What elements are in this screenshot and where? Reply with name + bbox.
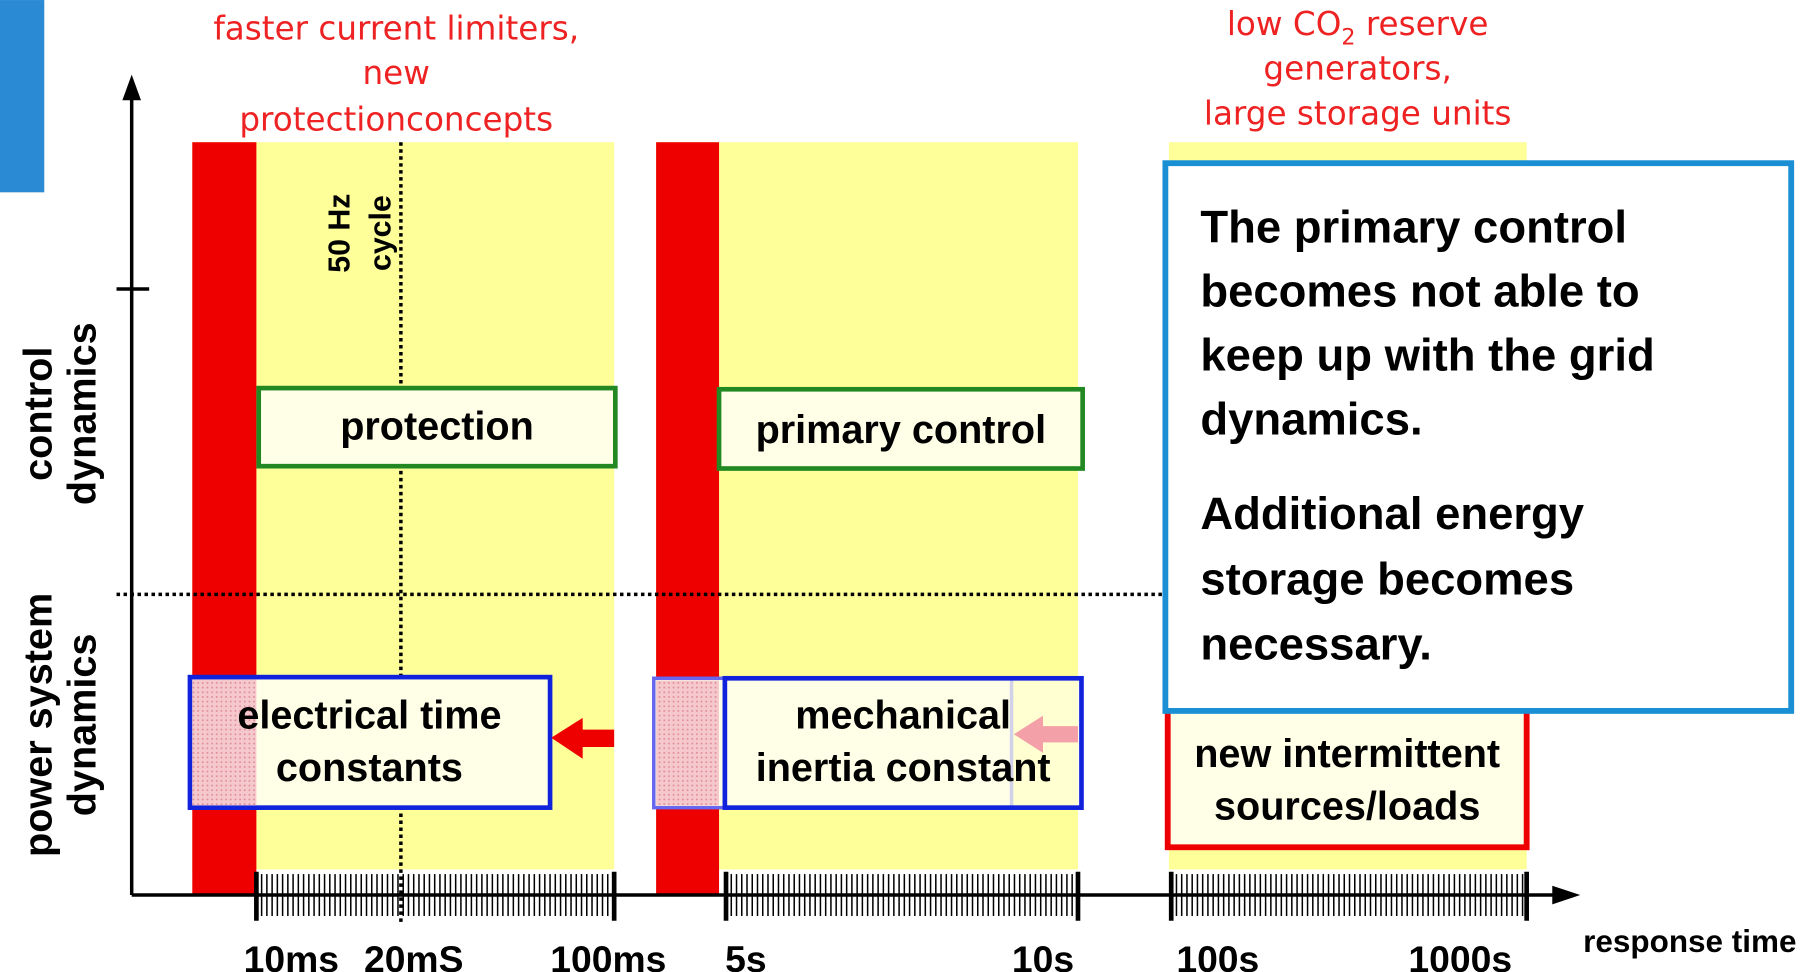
y-label: dynamics <box>61 322 105 505</box>
y-label: dynamics <box>61 634 105 817</box>
y-label: control <box>16 347 60 481</box>
mechanical-box <box>722 675 1084 810</box>
box-label: electrical time <box>237 693 501 737</box>
y-label: power system <box>16 593 60 857</box>
callout-line: storage becomes <box>1200 553 1574 604</box>
note-line: generators, <box>1263 49 1451 87</box>
left-arrow <box>551 717 615 759</box>
box-label: protection <box>340 404 534 448</box>
x-label: 1000s <box>1408 938 1512 972</box>
box-label: constants <box>276 746 463 790</box>
box-label: mechanical <box>795 693 1011 737</box>
y-labels: control dynamics power system dynamics <box>16 322 104 857</box>
top-note-left: faster current limiters, new protectionc… <box>213 10 579 139</box>
x-label: 10s <box>1012 938 1074 972</box>
faded-arrow <box>1013 715 1078 753</box>
box-label: inertia constant <box>756 746 1051 790</box>
callout-text: The primary control becomes not able to ke… <box>1200 201 1654 669</box>
box-label: primary control <box>756 408 1047 452</box>
hatched-overlap <box>656 680 720 806</box>
top-note-right: low CO2 reserve generators, large storag… <box>1204 5 1512 133</box>
note-line: large storage units <box>1204 95 1512 133</box>
note-line: new <box>363 54 430 92</box>
x-label: 100ms <box>550 938 666 972</box>
protection-box <box>256 385 618 469</box>
cycle-text: cycle <box>364 195 397 271</box>
x-axis-title: response time <box>1583 924 1796 959</box>
note-sub: 2 <box>1341 24 1355 50</box>
intermittent-box <box>1164 690 1530 851</box>
callout-box <box>1162 160 1795 714</box>
x-label: 20mS <box>364 938 463 972</box>
corner-accent <box>0 0 45 193</box>
callout-line: necessary. <box>1200 619 1432 670</box>
callout-line: Additional energy <box>1200 488 1584 539</box>
x-arrow <box>1552 885 1581 905</box>
callout-line: The primary control <box>1200 201 1627 252</box>
note-line: protectionconcepts <box>239 101 553 139</box>
x-label: 100s <box>1176 938 1259 972</box>
callout-line: keep up with the grid <box>1200 330 1654 381</box>
primary-box <box>716 386 1085 471</box>
note-text: reserve <box>1355 5 1488 43</box>
callout-line: dynamics. <box>1200 394 1422 445</box>
box-label: sources/loads <box>1214 784 1480 828</box>
y-arrow <box>122 74 142 101</box>
hatched-overlap <box>192 679 257 806</box>
box-label: new intermittent <box>1194 732 1500 776</box>
callout-line: becomes not able to <box>1200 266 1639 317</box>
note-text: low CO <box>1227 5 1342 43</box>
note-line: faster current limiters, <box>213 10 579 48</box>
x-label: 5s <box>725 938 766 972</box>
x-label: 10ms <box>244 938 339 972</box>
x-labels: 10ms 20mS 100ms 5s 10s 100s 1000s <box>244 938 1512 972</box>
note-line: low CO2 reserve <box>1227 5 1489 50</box>
cycle-text: 50 Hz <box>324 194 357 273</box>
cycle-label: 50 Hz cycle <box>324 194 398 273</box>
